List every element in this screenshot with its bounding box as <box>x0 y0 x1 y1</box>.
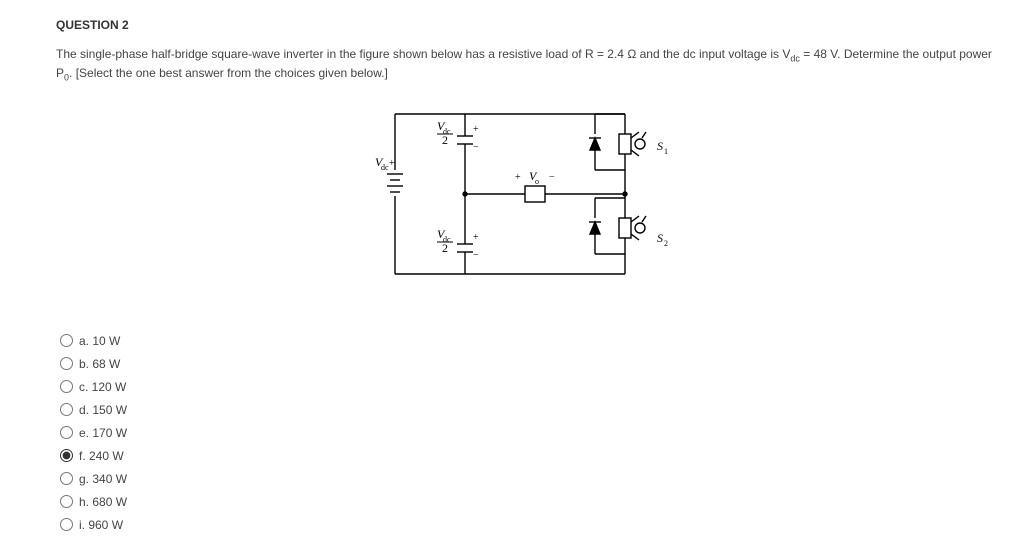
svg-text:−: − <box>549 172 555 183</box>
answer-label: i. 960 W <box>79 518 123 532</box>
svg-text:+: + <box>515 172 521 183</box>
svg-text:−: − <box>473 250 479 261</box>
answer-label: h. 680 W <box>79 495 127 509</box>
radio-h[interactable] <box>60 495 73 508</box>
svg-text:1: 1 <box>664 147 668 156</box>
question-body: The single-phase half-bridge square-wave… <box>56 46 994 84</box>
circuit-svg: V dc + V dc 2 + − V dc 2 + − + V o − S <box>365 94 685 294</box>
answer-options: a. 10 W b. 68 W c. 120 W d. 150 W e. 170 W f.… <box>60 334 994 532</box>
svg-text:+: + <box>389 158 395 169</box>
radio-d[interactable] <box>60 403 73 416</box>
svg-text:o: o <box>535 177 539 186</box>
svg-text:dc: dc <box>381 163 389 172</box>
radio-a[interactable] <box>60 334 73 347</box>
question-heading: QUESTION 2 <box>56 18 994 32</box>
radio-e[interactable] <box>60 426 73 439</box>
answer-option-i[interactable]: i. 960 W <box>60 518 994 532</box>
answer-option-g[interactable]: g. 340 W <box>60 472 994 486</box>
answer-label: g. 340 W <box>79 472 127 486</box>
answer-option-e[interactable]: e. 170 W <box>60 426 994 440</box>
radio-f[interactable] <box>60 449 73 462</box>
svg-text:2: 2 <box>664 239 668 248</box>
question-page: QUESTION 2 The single-phase half-bridge … <box>0 0 1024 552</box>
svg-text:−: − <box>473 142 479 153</box>
answer-label: b. 68 W <box>79 357 120 371</box>
svg-text:2: 2 <box>442 133 448 147</box>
answer-option-h[interactable]: h. 680 W <box>60 495 994 509</box>
answer-option-b[interactable]: b. 68 W <box>60 357 994 371</box>
label-s1: S <box>657 139 663 153</box>
answer-option-f[interactable]: f. 240 W <box>60 449 994 463</box>
svg-text:+: + <box>473 232 479 243</box>
answer-label: a. 10 W <box>79 334 120 348</box>
radio-g[interactable] <box>60 472 73 485</box>
svg-text:2: 2 <box>442 241 448 255</box>
circuit-diagram: V dc + V dc 2 + − V dc 2 + − + V o − S <box>56 94 994 294</box>
answer-label: e. 170 W <box>79 426 127 440</box>
label-s2: S <box>657 231 663 245</box>
svg-text:+: + <box>473 124 479 135</box>
answer-option-a[interactable]: a. 10 W <box>60 334 994 348</box>
radio-c[interactable] <box>60 380 73 393</box>
radio-b[interactable] <box>60 357 73 370</box>
answer-label: f. 240 W <box>79 449 124 463</box>
answer-label: c. 120 W <box>79 380 126 394</box>
answer-option-d[interactable]: d. 150 W <box>60 403 994 417</box>
answer-label: d. 150 W <box>79 403 127 417</box>
radio-i[interactable] <box>60 518 73 531</box>
answer-option-c[interactable]: c. 120 W <box>60 380 994 394</box>
